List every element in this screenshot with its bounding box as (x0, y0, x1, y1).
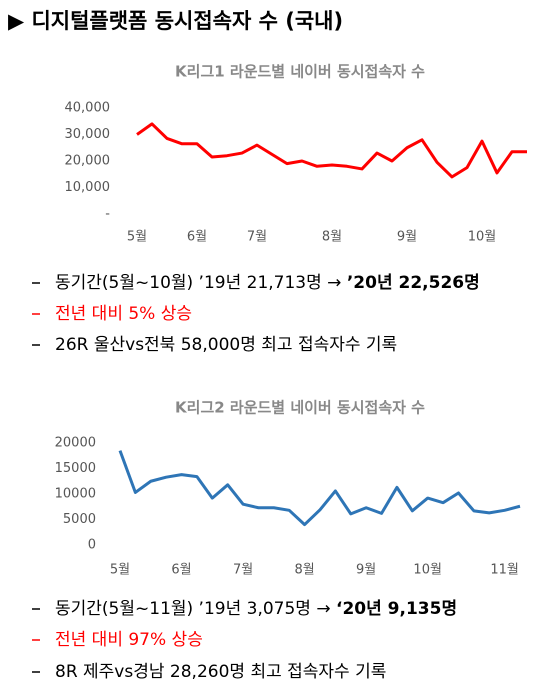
x-tick-label: 6월 (171, 563, 191, 578)
x-tick-label: 5월 (110, 563, 130, 578)
chart-title: K리그2 라운드별 네이버 동시접속자 수 (175, 399, 425, 417)
y-tick-label: 5000 (63, 512, 96, 527)
x-tick-label: 11월 (490, 563, 519, 578)
y-tick-label: 20,000 (65, 154, 111, 169)
bullet-text: 동기간(5월~10월) ’19년 21,713명 → ’20년 22,526명 (55, 273, 480, 293)
y-tick-label: 40,000 (65, 101, 111, 116)
x-tick-label: 7월 (233, 563, 253, 578)
bullet-part: 26R 울산vs전북 58,000명 최고 접속자수 기록 (55, 335, 397, 355)
x-tick-label: 9월 (397, 230, 417, 245)
x-tick-label: 7월 (247, 230, 267, 245)
x-tick-label: 10월 (468, 230, 497, 245)
bullet-part: 동기간(5월~10월) ’19년 21,713명 → (55, 273, 347, 293)
x-tick-label: 8월 (322, 230, 342, 245)
x-tick-label: 5월 (127, 230, 147, 245)
bullet-text: 전년 대비 5% 상승 (55, 304, 192, 324)
y-tick-label: - (105, 207, 110, 222)
bullet-text: 전년 대비 97% 상승 (55, 630, 203, 650)
bullet-part: ‘20년 9,135명 (336, 599, 457, 619)
x-tick-label: 8월 (294, 563, 314, 578)
bullet-part: ’20년 22,526명 (347, 273, 480, 293)
bullet-text: 26R 울산vs전북 58,000명 최고 접속자수 기록 (55, 335, 397, 355)
bullet-part: 전년 대비 5% 상승 (55, 304, 192, 324)
heading: ▶ 디지털플랫폼 동시접속자 수 (국내) (8, 9, 343, 33)
x-tick-label: 6월 (187, 230, 207, 245)
y-tick-label: 10,000 (65, 180, 111, 195)
x-tick-label: 9월 (356, 563, 376, 578)
bullet-part: 전년 대비 97% 상승 (55, 630, 203, 650)
y-tick-label: 15000 (55, 461, 96, 476)
y-tick-label: 20000 (55, 436, 96, 451)
x-tick-label: 10월 (413, 563, 442, 578)
bullet-part: 8R 제주vs경남 28,260명 최고 접속자수 기록 (55, 662, 386, 682)
y-tick-label: 10000 (55, 487, 96, 502)
bullet-text: 동기간(5월~11월) ’19년 3,075명 → ‘20년 9,135명 (55, 599, 457, 619)
chart-title: K리그1 라운드별 네이버 동시접속자 수 (175, 63, 425, 81)
bullet-part: 동기간(5월~11월) ’19년 3,075명 → (55, 599, 336, 619)
y-tick-label: 30,000 (65, 127, 111, 142)
series-line (118, 450, 521, 527)
bullet-text: 8R 제주vs경남 28,260명 최고 접속자수 기록 (55, 662, 386, 682)
series-line (136, 122, 527, 179)
y-tick-label: 0 (88, 538, 96, 553)
